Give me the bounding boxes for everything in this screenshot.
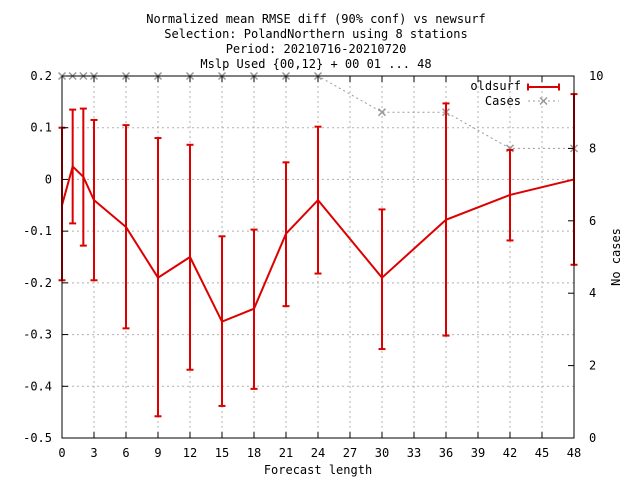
y-tick-label: -0.4 <box>23 379 52 393</box>
y2-tick-label: 2 <box>589 359 596 373</box>
y2-tick-label: 4 <box>589 286 596 300</box>
oldsurf-line <box>61 164 575 323</box>
cases-point <box>377 108 387 117</box>
y-tick-label: 0.1 <box>30 121 52 135</box>
y-tick-label: -0.3 <box>23 328 52 342</box>
legend-cases-marker <box>539 96 548 106</box>
x-tick-label: 21 <box>279 446 293 460</box>
x-tick-label: 36 <box>439 446 453 460</box>
y-tick-label: -0.1 <box>23 224 52 238</box>
legend-label-oldsurf: oldsurf <box>470 79 521 93</box>
x-tick-label: 39 <box>471 446 485 460</box>
x-tick-label: 27 <box>343 446 357 460</box>
x-tick-label: 33 <box>407 446 421 460</box>
y2-tick-label: 0 <box>589 431 596 445</box>
x-axis-label: Forecast length <box>264 463 372 477</box>
cases-marker-stroke <box>377 108 387 117</box>
y-tick-label: -0.2 <box>23 276 52 290</box>
x-tick-label: 48 <box>567 446 581 460</box>
y2-axis-label: No cases <box>609 228 623 286</box>
y2-axis-ticks: 0 2 4 6 8 10 <box>568 69 603 445</box>
error-bar <box>378 208 386 351</box>
x-tick-label: 12 <box>183 446 197 460</box>
x-tick-label: 0 <box>58 446 65 460</box>
chart-title: Normalized mean RMSE diff (90% conf) vs … <box>146 12 486 71</box>
y2-tick-label: 6 <box>589 214 596 228</box>
x-tick-label: 24 <box>311 446 325 460</box>
title-line: Normalized mean RMSE diff (90% conf) vs … <box>146 12 486 26</box>
y-axis-ticks: -0.5 -0.4 -0.3 -0.2 -0.1 0 0.1 0.2 <box>23 69 68 445</box>
title-line: Mslp Used {00,12} + 00 01 ... 48 <box>200 57 431 71</box>
y-tick-label: 0.2 <box>30 69 52 83</box>
y-tick-label: 0 <box>45 172 52 186</box>
y2-tick-label: 8 <box>589 141 596 155</box>
x-tick-label: 15 <box>215 446 229 460</box>
legend-label-cases: Cases <box>485 94 521 108</box>
x-tick-label: 6 <box>122 446 129 460</box>
y2-tick-label: 10 <box>589 69 603 83</box>
y-tick-label: -0.5 <box>23 431 52 445</box>
title-line: Selection: PolandNorthern using 8 statio… <box>164 27 467 41</box>
x-tick-label: 45 <box>535 446 549 460</box>
x-tick-label: 30 <box>375 446 389 460</box>
title-line: Period: 20210716-20210720 <box>226 42 407 56</box>
x-tick-label: 9 <box>154 446 161 460</box>
x-tick-label: 18 <box>247 446 261 460</box>
x-axis-ticks: 0 3 6 9 12 15 18 21 24 27 30 33 36 39 42 45 48 <box>58 76 581 460</box>
x-tick-label: 3 <box>90 446 97 460</box>
x-tick-label: 42 <box>503 446 517 460</box>
